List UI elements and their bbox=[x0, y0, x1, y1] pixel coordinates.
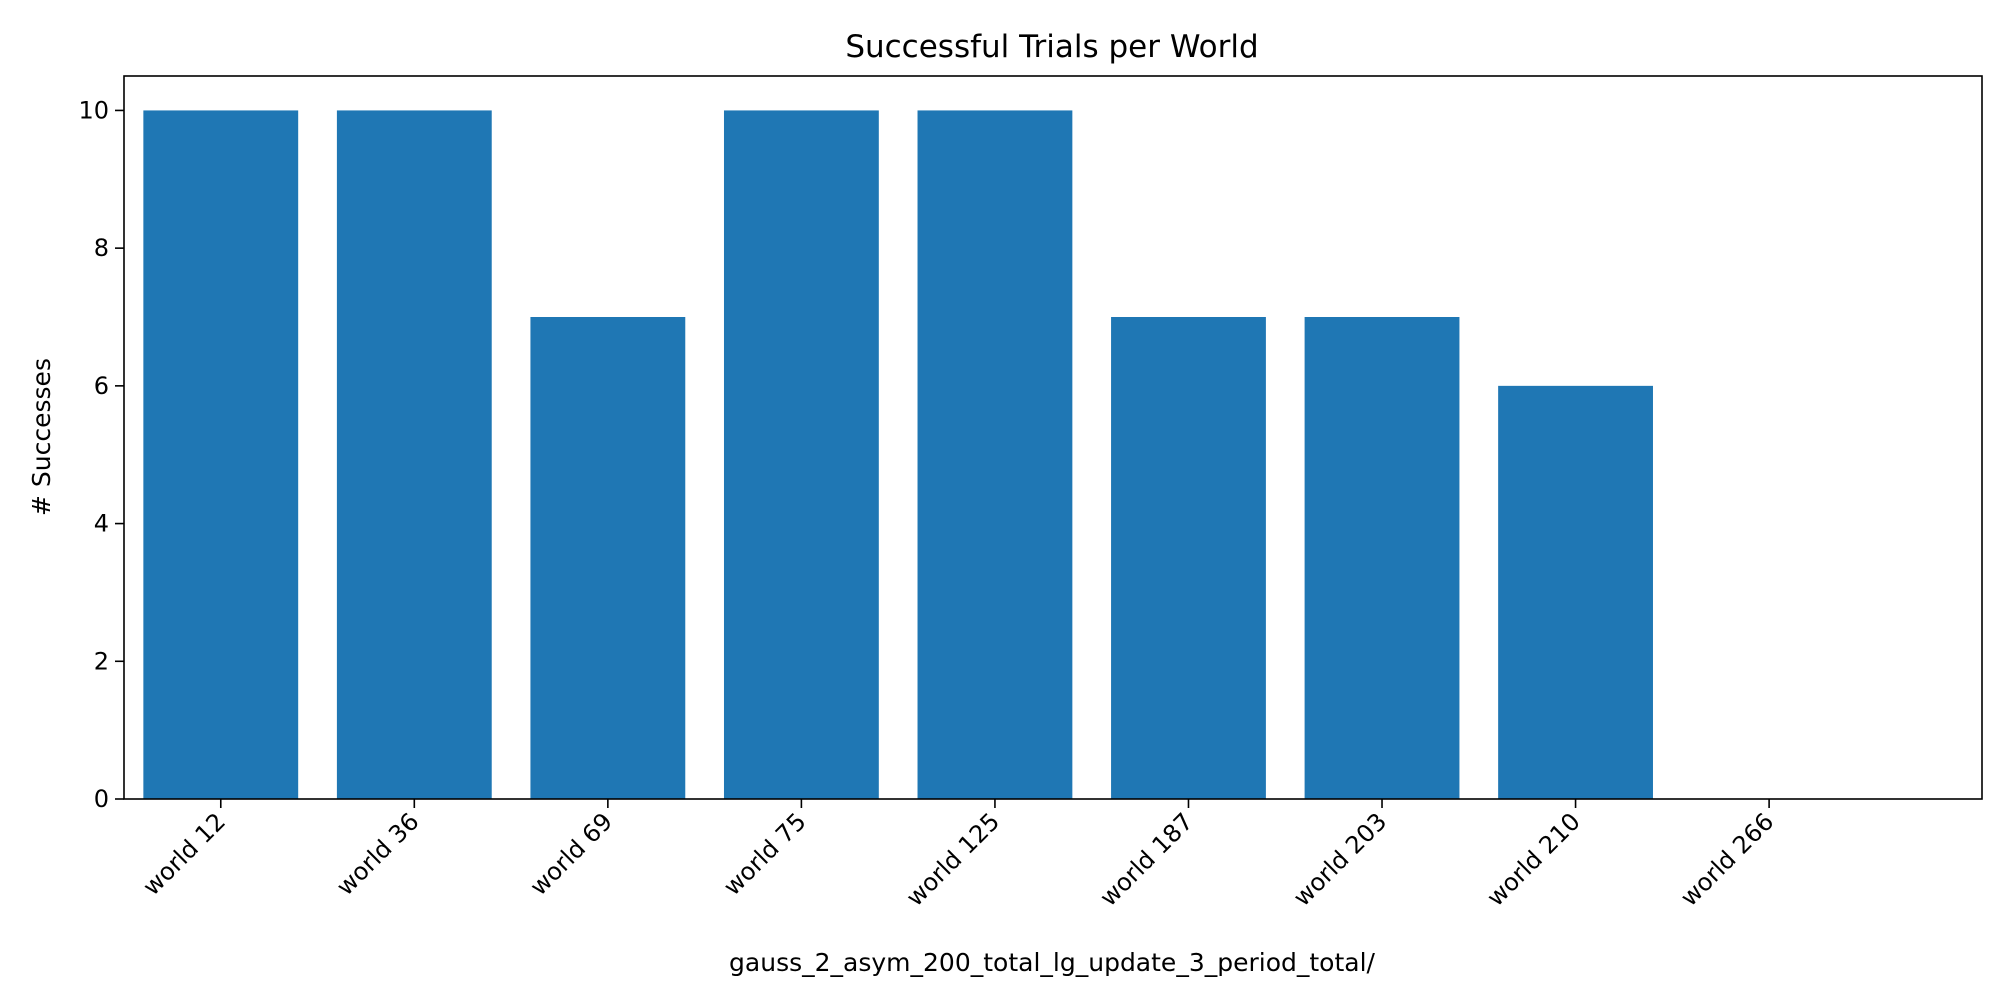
x-tick-label: world 125 bbox=[901, 807, 1005, 911]
bar-world-187 bbox=[1111, 317, 1266, 799]
x-tick-label: world 203 bbox=[1288, 807, 1392, 911]
bar-world-210 bbox=[1498, 385, 1653, 799]
bar-world-36 bbox=[336, 110, 492, 799]
bars-layer bbox=[143, 110, 1653, 799]
bar-world-69 bbox=[530, 317, 686, 799]
plot-frame bbox=[123, 75, 1983, 800]
bar-world-12 bbox=[143, 110, 299, 799]
y-tick-label: 10 bbox=[78, 96, 109, 124]
x-axis-label: gauss_2_asym_200_total_lg_update_3_perio… bbox=[729, 948, 1375, 977]
y-tick-label: 4 bbox=[94, 510, 109, 538]
x-tick-label: world 210 bbox=[1481, 807, 1585, 911]
y-tick-label: 0 bbox=[94, 785, 109, 813]
x-tick-label: world 36 bbox=[331, 807, 425, 901]
y-axis-label: # Successes bbox=[27, 358, 56, 516]
bar-world-203 bbox=[1304, 317, 1460, 799]
y-tick-label: 2 bbox=[94, 647, 109, 675]
x-axis: world 12 world 36 world 69 world 75 world 12… bbox=[137, 799, 1779, 912]
x-tick-label: world 187 bbox=[1094, 807, 1198, 911]
chart-title: Successful Trials per World bbox=[845, 29, 1258, 65]
x-tick-label: world 75 bbox=[718, 807, 812, 901]
y-tick-label: 8 bbox=[94, 234, 109, 262]
bar-world-75 bbox=[723, 110, 879, 799]
x-tick-label: world 266 bbox=[1675, 807, 1779, 911]
x-tick-label: world 12 bbox=[137, 807, 231, 901]
y-tick-label: 6 bbox=[94, 372, 109, 400]
y-axis: 0 2 4 6 8 10 bbox=[78, 96, 124, 813]
bar-world-125 bbox=[917, 110, 1073, 799]
x-tick-label: world 69 bbox=[525, 807, 619, 901]
